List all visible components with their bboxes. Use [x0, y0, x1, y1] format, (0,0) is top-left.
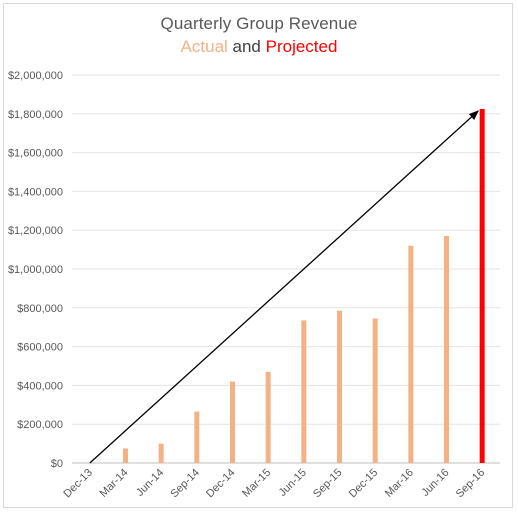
actual-bar-jun-14 — [158, 443, 164, 463]
x-tick-label: Mar-14 — [97, 467, 130, 500]
actual-bar-jun-15 — [301, 320, 307, 463]
y-tick-label: $2,000,000 — [8, 70, 63, 82]
actual-bar-dec-14 — [230, 381, 235, 463]
annotations — [89, 110, 479, 464]
x-tick-label: Jun-14 — [134, 467, 166, 499]
grid-lines — [72, 74, 500, 464]
x-tick-label: Mar-15 — [240, 467, 273, 500]
chart-subtitle: Actual and Projected — [0, 37, 518, 57]
x-tick-label: Mar-16 — [383, 467, 416, 500]
y-axis-ticks: $0 $200,000 $400,000 $600,000 $800,000 $1,000… — [8, 70, 63, 470]
y-tick-label: $1,800,000 — [8, 109, 63, 121]
y-tick-label: $600,000 — [17, 342, 63, 354]
x-tick-label: Sep-15 — [311, 467, 345, 501]
bars — [123, 108, 485, 463]
x-axis-ticks: Dec-13 Mar-14 Jun-14 Sep-14 Dec-14 Mar-15 Jun-… — [61, 467, 487, 501]
projected-bar-sep-16 — [479, 108, 485, 463]
actual-bar-mar-14 — [123, 448, 128, 463]
y-tick-label: $800,000 — [17, 303, 63, 315]
actual-bar-dec-15 — [372, 318, 378, 463]
y-tick-label: $0 — [51, 458, 63, 470]
subtitle-actual-label: Actual — [180, 37, 228, 56]
actual-bar-sep-14 — [194, 411, 200, 463]
y-tick-label: $1,200,000 — [8, 225, 63, 237]
y-tick-label: $1,000,000 — [8, 264, 63, 276]
y-tick-label: $1,600,000 — [8, 148, 63, 160]
actual-bar-jun-16 — [444, 236, 449, 463]
x-tick-label: Sep-14 — [168, 467, 202, 501]
subtitle-joiner: and — [227, 37, 266, 56]
actual-bar-mar-16 — [408, 245, 414, 463]
chart-title: Quarterly Group Revenue — [160, 14, 358, 33]
y-tick-label: $1,400,000 — [8, 186, 63, 198]
x-tick-label: Jun-15 — [277, 467, 309, 499]
y-tick-label: $400,000 — [17, 380, 63, 392]
x-tick-label: Dec-13 — [61, 467, 95, 501]
subtitle-projected-label: Projected — [265, 37, 338, 56]
y-tick-label: $200,000 — [17, 419, 63, 431]
x-tick-label: Jun-16 — [419, 467, 451, 499]
x-tick-label: Dec-14 — [204, 467, 238, 501]
x-tick-label: Sep-16 — [454, 467, 488, 501]
trend-arrow — [89, 110, 479, 464]
x-tick-label: Dec-15 — [347, 467, 381, 501]
actual-bar-sep-15 — [337, 310, 342, 463]
actual-bar-mar-15 — [265, 371, 271, 463]
